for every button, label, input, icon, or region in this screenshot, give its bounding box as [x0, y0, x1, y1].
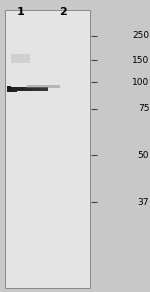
Bar — [11, 86, 13, 92]
Bar — [40, 87, 42, 91]
Text: 1: 1 — [17, 7, 25, 17]
Text: 150: 150 — [132, 56, 149, 65]
Text: 250: 250 — [132, 31, 149, 40]
Bar — [13, 86, 15, 92]
Bar — [42, 87, 44, 91]
Bar — [9, 86, 11, 92]
Bar — [23, 87, 26, 91]
Bar — [25, 87, 28, 91]
Bar — [32, 87, 34, 91]
Bar — [17, 87, 19, 91]
Bar — [46, 87, 48, 91]
Bar — [27, 85, 60, 88]
Text: 37: 37 — [138, 198, 149, 206]
Bar — [38, 87, 40, 91]
Bar — [34, 87, 36, 91]
Bar — [29, 87, 32, 91]
Bar — [7, 86, 9, 92]
Text: 50: 50 — [138, 151, 149, 160]
Bar — [11, 54, 30, 63]
Bar — [27, 87, 30, 91]
Bar — [44, 87, 46, 91]
Text: 2: 2 — [59, 7, 67, 17]
Bar — [15, 87, 17, 91]
FancyBboxPatch shape — [4, 10, 90, 288]
Text: 75: 75 — [138, 104, 149, 113]
Bar — [19, 87, 21, 91]
Bar — [21, 87, 23, 91]
Bar — [36, 87, 38, 91]
Text: 100: 100 — [132, 78, 149, 87]
